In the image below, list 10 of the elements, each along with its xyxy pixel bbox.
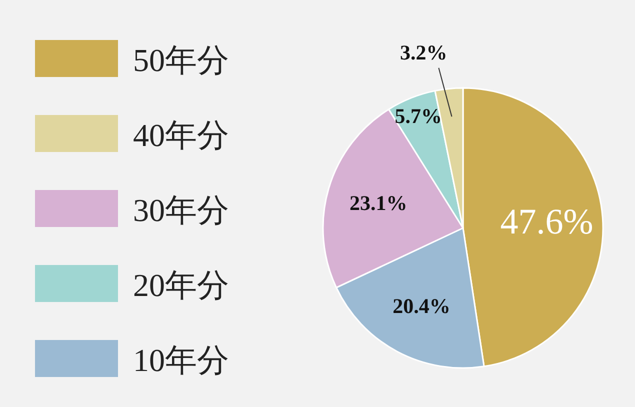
- data-label: 3.2%: [400, 40, 448, 64]
- legend-label: 30年分: [133, 192, 229, 228]
- legend-label: 40年分: [133, 117, 229, 153]
- data-label: 23.1%: [350, 191, 408, 216]
- legend-label: 20年分: [133, 267, 229, 303]
- legend-label: 10年分: [133, 342, 229, 378]
- data-label: 47.6%: [500, 202, 594, 242]
- legend-label: 50年分: [133, 42, 229, 78]
- data-label: 20.4%: [392, 294, 450, 318]
- data-label: 5.7%: [394, 104, 442, 128]
